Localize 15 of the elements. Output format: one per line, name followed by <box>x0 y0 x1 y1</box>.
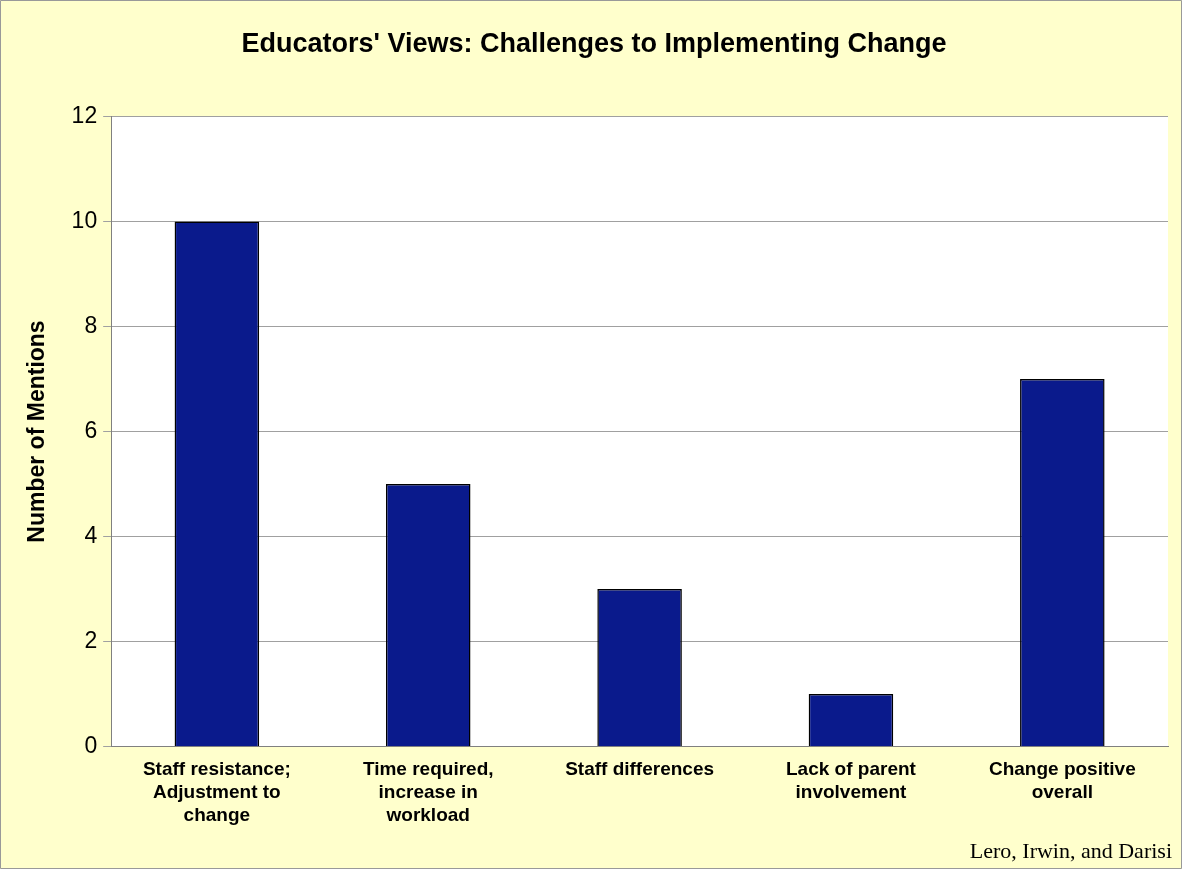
x-tick-label: Change positive overall <box>988 758 1136 803</box>
y-tick-label: 10 <box>71 206 98 233</box>
x-tick-label: Lack of parent involvement <box>786 758 917 803</box>
x-tick-label: Staff resistance; Adjustment to change <box>142 758 291 825</box>
y-tick-label: 4 <box>84 521 98 548</box>
y-tick-label: 8 <box>84 311 98 338</box>
x-tick-label: Staff differences <box>565 758 715 780</box>
y-tick-label: 0 <box>84 731 98 758</box>
text: Lero, Irwin, and Darisi <box>969 837 1172 863</box>
y-axis-title: Number of Mentions <box>23 320 50 543</box>
y-tick-label: 6 <box>84 416 98 443</box>
y-tick-label: 12 <box>71 101 98 128</box>
y-tick-label: 2 <box>84 626 98 653</box>
x-tick-label: Time required, increase in workload <box>362 758 494 825</box>
chart-title: Educators' Views: Challenges to Implementing Change <box>241 27 947 58</box>
